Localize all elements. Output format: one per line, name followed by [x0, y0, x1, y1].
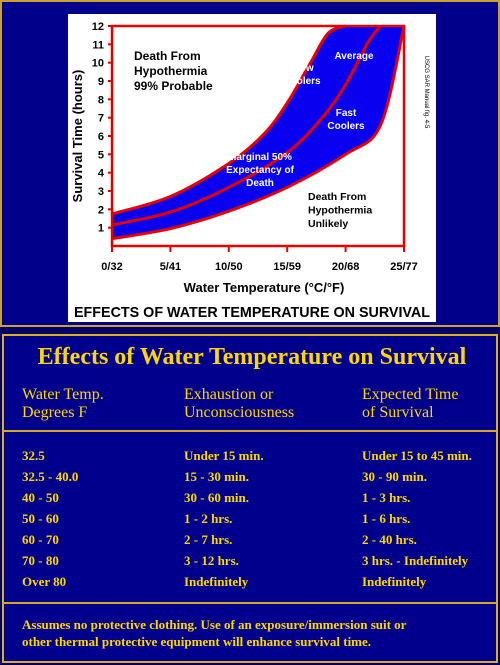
region-label-line: Hypothermia: [134, 64, 208, 78]
cell-exhaustion: Under 15 min.: [184, 448, 264, 463]
region-label-line: Unlikely: [308, 218, 348, 230]
region-label-line: 99% Probable: [134, 79, 213, 93]
chart-title: EFFECTS OF WATER TEMPERATURE ON SURVIVAL: [74, 304, 430, 321]
cell-exhaustion: 1 - 2 hrs.: [184, 511, 233, 526]
header-line: Expected Time: [362, 386, 459, 403]
region-label-line: Fast: [336, 108, 357, 119]
cell-temp: 70 - 80: [22, 553, 59, 568]
region-label-line: Death: [246, 178, 274, 189]
region-label-line: Slow: [290, 63, 314, 74]
chart-card: 1 2 3 4 5 6 7 8 9 10 11 12 0/32 5/41 10/50 15/59 20/68 25…: [68, 14, 436, 322]
y-tick-label: 12: [92, 21, 104, 33]
y-tick-label: 10: [92, 58, 104, 70]
y-tick-label: 9: [98, 76, 104, 88]
y-tick-label: 6: [98, 131, 104, 143]
x-tick-label: 25/77: [390, 261, 418, 273]
series-line-slow-coolers: [111, 24, 347, 216]
cell-temp: 60 - 70: [22, 532, 59, 547]
x-tick-label: 10/50: [215, 261, 243, 273]
cell-exhaustion: 15 - 30 min.: [184, 469, 249, 484]
region-label-line: Coolers: [327, 121, 365, 132]
header-water-temp: Water Temp. Degrees F: [22, 386, 104, 422]
y-tick-label: 11: [92, 39, 104, 51]
series-line-fast-coolers: [111, 25, 406, 241]
table-divider: [4, 430, 496, 432]
region-label-line: Expectancy of: [226, 165, 294, 176]
label-death-probable: Death From Hypothermia 99% Probable: [134, 49, 213, 93]
chart-panel: 1 2 3 4 5 6 7 8 9 10 11 12 0/32 5/41 10/50 15/59 20/68 25…: [0, 0, 500, 327]
table-panel: Effects of Water Temperature on Survival…: [2, 334, 498, 663]
footnote-line: Assumes no protective clothing. Use of a…: [22, 617, 407, 632]
x-axis-title: Water Temperature (°C/°F): [184, 280, 345, 295]
region-label-line: Hypothermia: [308, 205, 372, 217]
y-tick-label: 5: [98, 149, 104, 161]
header-line: Exhaustion or: [184, 386, 274, 403]
y-tick-label: 3: [98, 186, 104, 198]
survival-band-fill: [112, 26, 404, 239]
x-tick-label: 15/59: [273, 261, 301, 273]
cell-temp: 32.5 - 40.0: [22, 469, 79, 484]
cell-temp: 50 - 60: [22, 511, 59, 526]
y-tick-label: 1: [98, 223, 104, 235]
y-tick-label: 8: [98, 94, 104, 106]
y-tick-label: 4: [98, 168, 105, 180]
table-title: Effects of Water Temperature on Survival: [37, 344, 467, 370]
footnote-line: other thermal protective equipment will …: [22, 634, 372, 649]
series-line-average: [111, 25, 382, 227]
cell-exhaustion: 2 - 7 hrs.: [184, 532, 233, 547]
region-label-line: Coolers: [283, 76, 321, 87]
cell-survival: Indefinitely: [362, 574, 427, 589]
label-average: Average: [334, 51, 374, 62]
x-tick-label: 20/68: [332, 261, 360, 273]
cell-survival: 1 - 3 hrs.: [362, 490, 411, 505]
y-axis-title: Survival Time (hours): [70, 70, 85, 203]
header-exhaustion: Exhaustion or Unconsciousness: [184, 386, 294, 422]
cell-temp: Over 80: [22, 574, 67, 589]
label-slow-coolers: Slow Coolers: [283, 63, 321, 87]
cell-temp: 40 - 50: [22, 490, 59, 505]
cell-exhaustion: 30 - 60 min.: [184, 490, 249, 505]
cell-exhaustion: 3 - 12 hrs.: [184, 553, 239, 568]
label-death-unlikely: Death From Hypothermia Unlikely: [308, 191, 372, 230]
x-tick-label: 0/32: [101, 261, 122, 273]
cell-survival: Under 15 to 45 min.: [362, 448, 472, 463]
cell-exhaustion: Indefinitely: [184, 574, 249, 589]
header-line: of Survival: [362, 404, 434, 421]
region-label-line: Average: [334, 51, 374, 62]
cell-survival: 3 hrs. - Indefinitely: [362, 553, 469, 568]
region-label-line: Death From: [308, 191, 366, 203]
region-label-line: Death From: [134, 49, 201, 63]
footnote: Assumes no protective clothing. Use of a…: [22, 616, 482, 650]
header-line: Water Temp.: [22, 386, 104, 403]
header-line: Unconsciousness: [184, 404, 295, 421]
y-tick-label: 2: [98, 204, 104, 216]
cell-temp: 32.5: [22, 448, 45, 463]
source-note: USCG SAR Manual fig. 4-5: [423, 56, 429, 129]
header-line: Degrees F: [22, 404, 88, 421]
y-tick-label: 7: [98, 113, 104, 125]
cell-survival: 30 - 90 min.: [362, 469, 427, 484]
region-label-line: Marginal 50%: [228, 152, 292, 163]
table-divider: [4, 602, 496, 604]
x-tick-label: 5/41: [160, 261, 181, 273]
cell-survival: 1 - 6 hrs.: [362, 511, 411, 526]
label-marginal: Marginal 50% Expectancy of Death: [226, 152, 294, 189]
cell-survival: 2 - 40 hrs.: [362, 532, 417, 547]
label-fast-coolers: Fast Coolers: [327, 108, 365, 132]
header-survival-time: Expected Time of Survival: [362, 386, 458, 422]
